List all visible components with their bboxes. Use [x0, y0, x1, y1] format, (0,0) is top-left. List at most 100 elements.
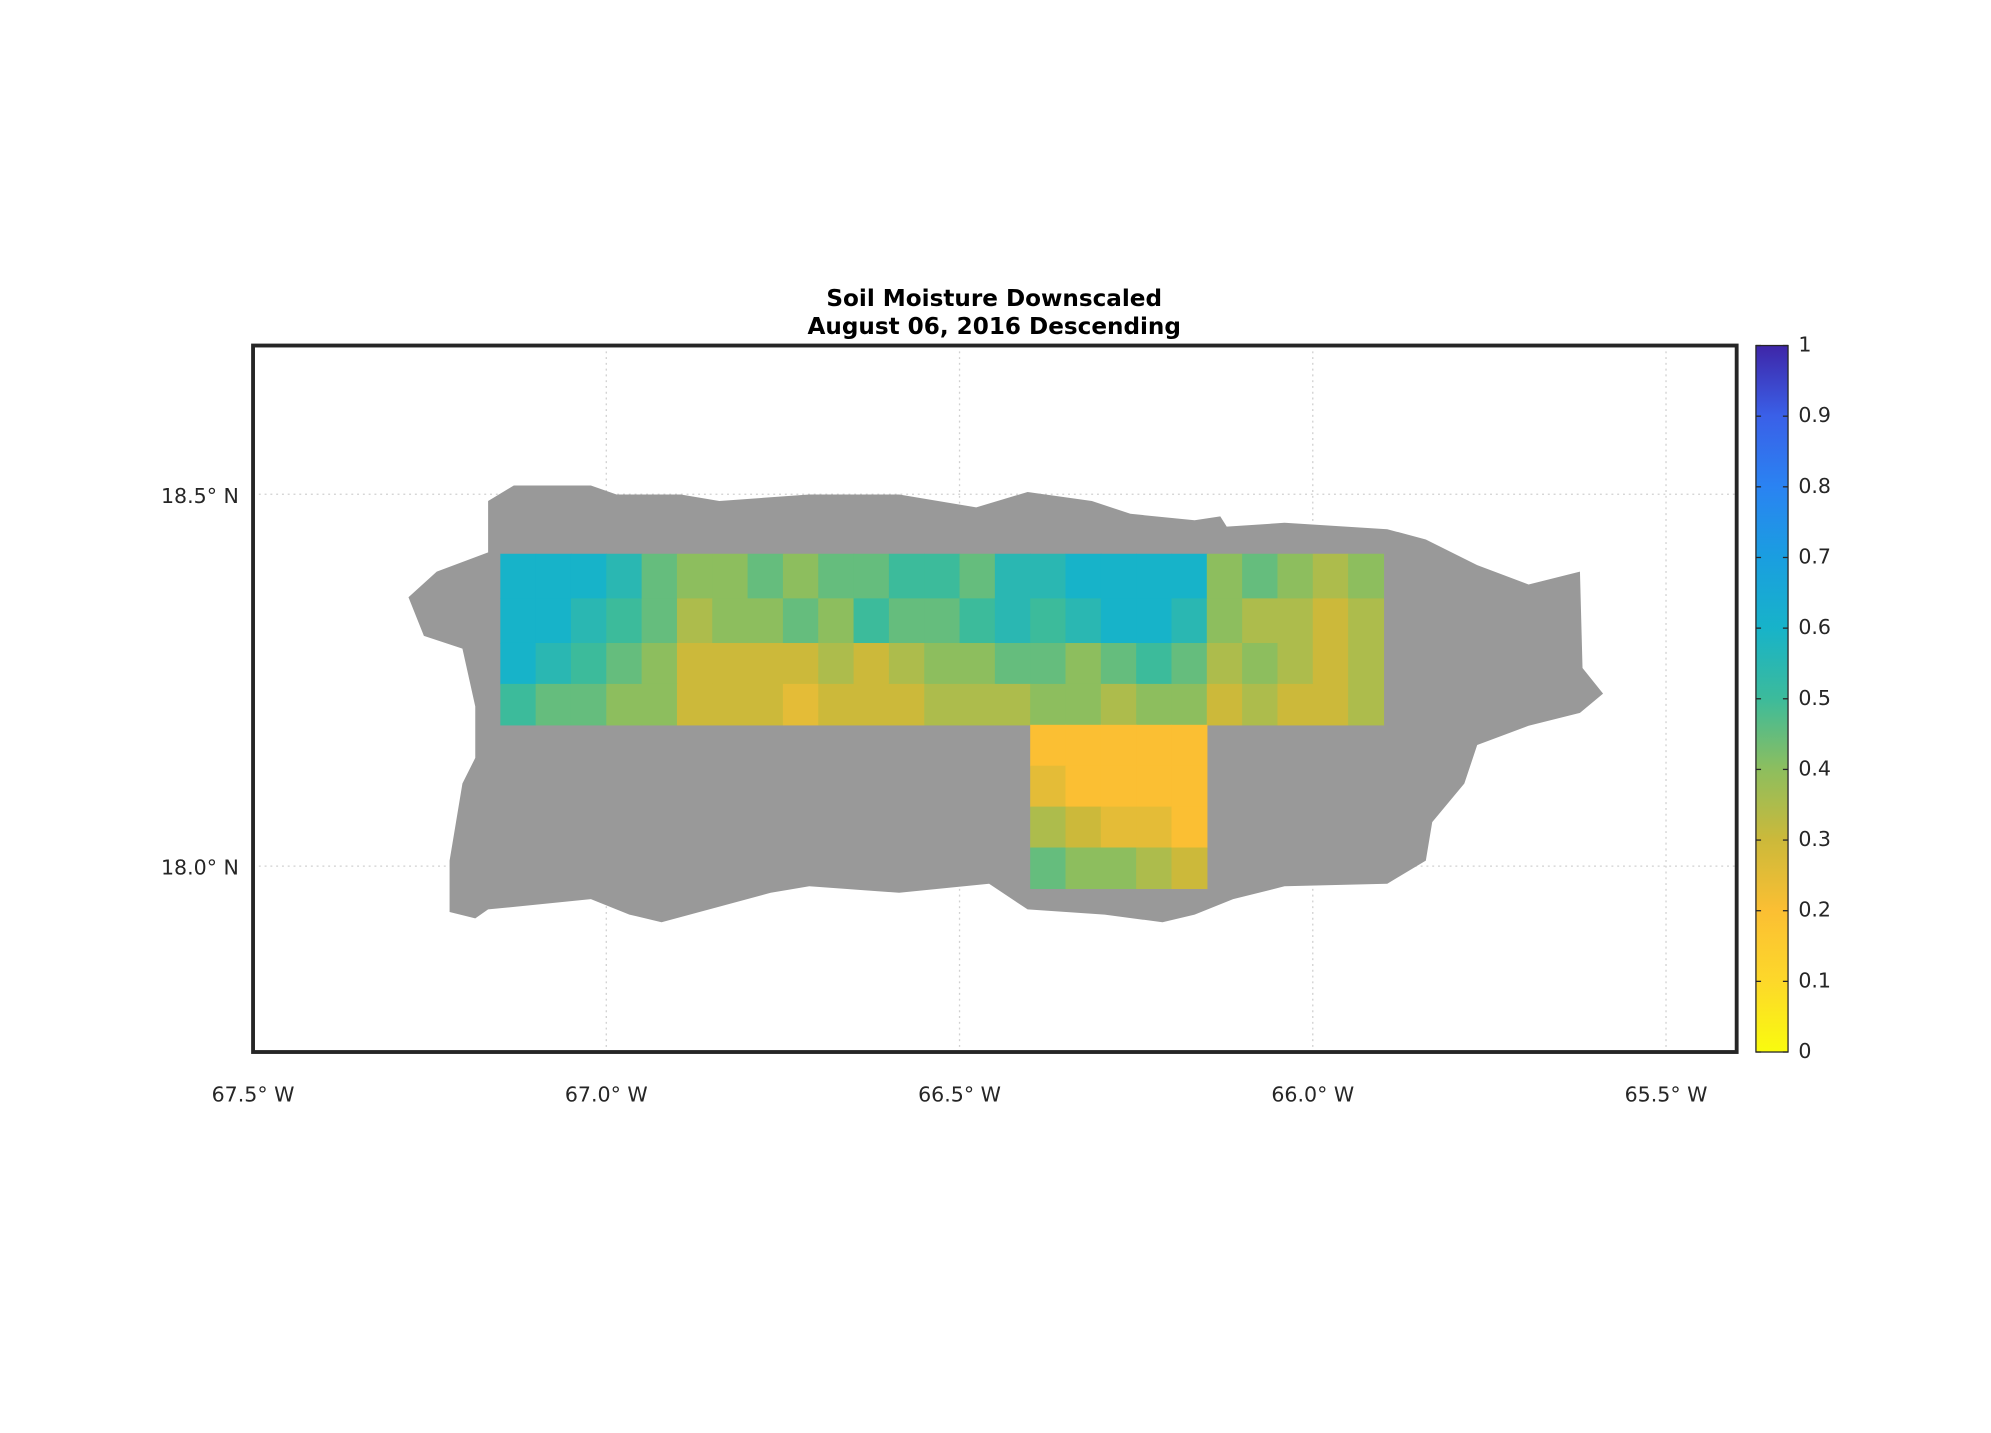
soil-moisture-cell — [1030, 806, 1067, 849]
soil-moisture-cell — [500, 683, 537, 726]
soil-moisture-cell — [641, 683, 678, 726]
soil-moisture-cell — [1171, 642, 1208, 685]
soil-moisture-cell — [1277, 553, 1314, 600]
soil-moisture-cell — [570, 683, 607, 726]
soil-moisture-cell — [818, 598, 855, 644]
soil-moisture-cell — [1030, 847, 1067, 890]
soil-moisture-cell — [1030, 765, 1067, 808]
colorbar — [1755, 344, 1789, 1053]
map-title: Soil Moisture Downscaled — [826, 286, 1162, 312]
soil-moisture-cell — [1242, 553, 1279, 600]
colorbar-tick-label: 0.9 — [1798, 403, 1831, 427]
soil-moisture-cell — [712, 553, 749, 600]
soil-moisture-cell — [1136, 598, 1173, 644]
soil-moisture-cell — [1100, 765, 1137, 808]
soil-moisture-cell — [1242, 598, 1279, 644]
soil-moisture-cell — [676, 553, 713, 600]
soil-moisture-cell — [1171, 806, 1208, 849]
soil-moisture-cell — [1065, 642, 1102, 685]
soil-moisture-cell — [606, 553, 643, 600]
soil-moisture-cell — [782, 642, 819, 685]
soil-moisture-cell — [1277, 642, 1314, 685]
colorbar-tick-label: 0.1 — [1798, 968, 1831, 992]
colorbar-tick-label: 0.5 — [1798, 686, 1831, 710]
soil-moisture-cell — [1136, 806, 1173, 849]
soil-moisture-cell — [888, 683, 925, 726]
soil-moisture-cell — [959, 642, 996, 685]
x-tick-label: 66.0° W — [1271, 1083, 1354, 1107]
map-subtitle: August 06, 2016 Descending — [808, 314, 1181, 340]
soil-moisture-cell — [535, 598, 572, 644]
soil-moisture-cell — [712, 683, 749, 726]
soil-moisture-cell — [606, 683, 643, 726]
soil-moisture-cell — [1065, 683, 1102, 726]
tick-labels: 67.5° W 67.0° W 66.5° W 66.0° W 65.5° W 18.5°… — [161, 333, 1831, 1107]
soil-moisture-cell — [1206, 598, 1243, 644]
soil-moisture-cell — [1171, 683, 1208, 726]
colorbar-tick-label: 0 — [1798, 1039, 1811, 1063]
colorbar-tick-label: 0.8 — [1798, 474, 1831, 498]
soil-moisture-cell — [570, 553, 607, 600]
soil-moisture-cell — [782, 553, 819, 600]
soil-moisture-cell — [1206, 553, 1243, 600]
soil-moisture-cell — [782, 683, 819, 726]
soil-moisture-cell — [924, 553, 961, 600]
soil-moisture-cell — [1030, 724, 1067, 767]
soil-moisture-cell — [1312, 642, 1349, 685]
soil-moisture-cell — [641, 598, 678, 644]
soil-moisture-cell — [500, 553, 537, 600]
soil-moisture-cell — [1100, 642, 1137, 685]
soil-moisture-cell — [1206, 642, 1243, 685]
soil-moisture-cell — [1206, 683, 1243, 726]
soil-moisture-cell — [1348, 683, 1385, 726]
soil-moisture-cell — [994, 642, 1031, 685]
soil-moisture-cell — [1136, 642, 1173, 685]
soil-moisture-cell — [888, 642, 925, 685]
soil-moisture-cell — [1312, 598, 1349, 644]
soil-moisture-cell — [1242, 642, 1279, 685]
soil-moisture-cell — [818, 642, 855, 685]
soil-moisture-cells — [500, 553, 1385, 890]
soil-moisture-cell — [712, 598, 749, 644]
soil-moisture-cell — [1065, 553, 1102, 600]
soil-moisture-cell — [853, 598, 890, 644]
soil-moisture-cell — [1065, 724, 1102, 767]
soil-moisture-cell — [818, 683, 855, 726]
soil-moisture-cell — [1136, 847, 1173, 890]
soil-moisture-cell — [1171, 553, 1208, 600]
soil-moisture-cell — [853, 642, 890, 685]
soil-moisture-cell — [782, 598, 819, 644]
soil-moisture-cell — [1100, 683, 1137, 726]
soil-moisture-cell — [676, 598, 713, 644]
soil-moisture-cell — [959, 598, 996, 644]
soil-moisture-cell — [1100, 806, 1137, 849]
colorbar-tick-label: 0.4 — [1798, 756, 1831, 780]
soil-moisture-cell — [606, 598, 643, 644]
soil-moisture-cell — [1171, 847, 1208, 890]
soil-moisture-cell — [747, 598, 784, 644]
soil-moisture-cell — [1312, 553, 1349, 600]
soil-moisture-cell — [1242, 683, 1279, 726]
soil-moisture-cell — [500, 642, 537, 685]
soil-moisture-cell — [1100, 724, 1137, 767]
x-tick-label: 66.5° W — [918, 1083, 1001, 1107]
soil-moisture-cell — [641, 642, 678, 685]
soil-moisture-cell — [924, 642, 961, 685]
soil-moisture-cell — [1136, 724, 1173, 767]
soil-moisture-cell — [535, 553, 572, 600]
soil-moisture-cell — [1277, 683, 1314, 726]
soil-moisture-cell — [500, 598, 537, 644]
soil-moisture-cell — [994, 598, 1031, 644]
soil-moisture-cell — [747, 683, 784, 726]
soil-moisture-cell — [1030, 553, 1067, 600]
colorbar-tick-label: 0.3 — [1798, 827, 1831, 851]
x-tick-label: 65.5° W — [1625, 1083, 1708, 1107]
soil-moisture-cell — [1065, 598, 1102, 644]
soil-moisture-cell — [1136, 683, 1173, 726]
soil-moisture-cell — [1171, 765, 1208, 808]
soil-moisture-cell — [1171, 724, 1208, 767]
soil-moisture-cell — [570, 598, 607, 644]
soil-moisture-cell — [924, 683, 961, 726]
soil-moisture-cell — [676, 683, 713, 726]
